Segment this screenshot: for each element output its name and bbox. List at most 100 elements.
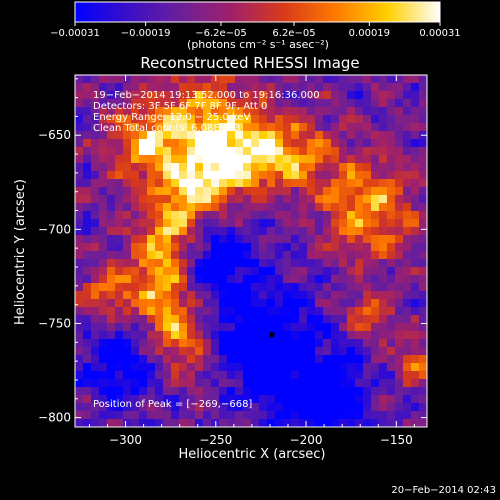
heatmap-cell bbox=[283, 395, 291, 403]
heatmap-cell bbox=[131, 379, 139, 387]
heatmap-cell bbox=[251, 171, 259, 179]
heatmap-cell bbox=[419, 107, 427, 115]
heatmap-cell bbox=[331, 363, 339, 371]
heatmap-cell bbox=[419, 355, 427, 363]
heatmap-cell bbox=[171, 395, 179, 403]
heatmap-cell bbox=[75, 139, 83, 147]
heatmap-cell bbox=[163, 371, 171, 379]
heatmap-cell bbox=[115, 139, 123, 147]
heatmap-cell bbox=[115, 147, 123, 155]
heatmap-cell bbox=[83, 363, 91, 371]
heatmap-cell bbox=[379, 331, 387, 339]
heatmap-cell bbox=[123, 275, 131, 283]
heatmap-cell bbox=[243, 211, 251, 219]
heatmap-cell bbox=[91, 243, 99, 251]
heatmap-cell bbox=[331, 243, 339, 251]
heatmap-cell bbox=[187, 323, 195, 331]
heatmap-cell bbox=[179, 99, 187, 107]
heatmap-cell bbox=[267, 371, 275, 379]
heatmap-cell bbox=[307, 379, 315, 387]
heatmap-cell bbox=[419, 91, 427, 99]
heatmap-cell bbox=[219, 331, 227, 339]
heatmap-cell bbox=[203, 315, 211, 323]
heatmap-cell bbox=[339, 291, 347, 299]
heatmap-cell bbox=[251, 411, 259, 419]
heatmap-cell bbox=[403, 91, 411, 99]
heatmap-cell bbox=[299, 75, 307, 83]
heatmap-cell bbox=[155, 395, 163, 403]
heatmap-cell bbox=[347, 251, 355, 259]
heatmap-cell bbox=[75, 219, 83, 227]
heatmap-cell bbox=[291, 131, 299, 139]
heatmap-cell bbox=[83, 379, 91, 387]
heatmap-cell bbox=[115, 395, 123, 403]
heatmap-cell bbox=[227, 323, 235, 331]
heatmap-cell bbox=[339, 83, 347, 91]
heatmap-cell bbox=[371, 235, 379, 243]
heatmap-cell bbox=[139, 355, 147, 363]
heatmap-cell bbox=[379, 387, 387, 395]
heatmap-cell bbox=[371, 379, 379, 387]
heatmap-cell bbox=[147, 419, 155, 427]
heatmap-cell bbox=[91, 83, 99, 91]
heatmap-cell bbox=[275, 75, 283, 83]
heatmap-cell bbox=[91, 419, 99, 427]
heatmap-cell bbox=[227, 203, 235, 211]
heatmap-cell bbox=[155, 147, 163, 155]
heatmap-cell bbox=[187, 83, 195, 91]
heatmap-cell bbox=[323, 195, 331, 203]
heatmap-cell bbox=[211, 155, 219, 163]
heatmap-cell bbox=[323, 163, 331, 171]
heatmap-cell bbox=[219, 315, 227, 323]
heatmap-cell bbox=[323, 139, 331, 147]
heatmap-cell bbox=[339, 395, 347, 403]
heatmap-cell bbox=[227, 243, 235, 251]
heatmap-cell bbox=[123, 411, 131, 419]
heatmap-cell bbox=[315, 275, 323, 283]
heatmap-cell bbox=[339, 307, 347, 315]
heatmap-cell bbox=[75, 243, 83, 251]
heatmap-cell bbox=[251, 419, 259, 427]
heatmap-cell bbox=[331, 395, 339, 403]
heatmap-cell bbox=[163, 355, 171, 363]
heatmap-cell bbox=[75, 163, 83, 171]
heatmap-cell bbox=[315, 299, 323, 307]
heatmap-cell bbox=[291, 275, 299, 283]
heatmap-cell bbox=[379, 283, 387, 291]
heatmap-cell bbox=[299, 211, 307, 219]
heatmap-cell bbox=[307, 395, 315, 403]
heatmap-cell bbox=[387, 171, 395, 179]
heatmap-cell bbox=[403, 331, 411, 339]
heatmap-cell bbox=[315, 403, 323, 411]
plot-frame bbox=[74, 74, 428, 428]
heatmap-cell bbox=[131, 155, 139, 163]
heatmap-cell bbox=[115, 379, 123, 387]
heatmap-cell bbox=[171, 211, 179, 219]
heatmap-cell bbox=[131, 339, 139, 347]
heatmap-cell bbox=[99, 307, 107, 315]
heatmap-cell bbox=[115, 411, 123, 419]
heatmap-cell bbox=[123, 283, 131, 291]
heatmap-cell bbox=[203, 179, 211, 187]
heatmap-cell bbox=[235, 355, 243, 363]
heatmap-cell bbox=[75, 251, 83, 259]
heatmap-cell bbox=[379, 131, 387, 139]
heatmap-cell bbox=[203, 259, 211, 267]
heatmap-cell bbox=[187, 139, 195, 147]
heatmap-cell bbox=[259, 227, 267, 235]
heatmap-cell bbox=[147, 83, 155, 91]
heatmap-cell bbox=[147, 139, 155, 147]
heatmap-cell bbox=[307, 363, 315, 371]
heatmap-cell bbox=[227, 75, 235, 83]
heatmap-cell bbox=[107, 203, 115, 211]
heatmap-cell bbox=[283, 291, 291, 299]
heatmap-cell bbox=[139, 395, 147, 403]
heatmap-cell bbox=[403, 115, 411, 123]
heatmap-cell bbox=[347, 75, 355, 83]
heatmap-cell bbox=[171, 155, 179, 163]
heatmap-cell bbox=[275, 147, 283, 155]
heatmap-cell bbox=[403, 235, 411, 243]
heatmap-cell bbox=[371, 267, 379, 275]
heatmap-cell bbox=[307, 203, 315, 211]
heatmap-cell bbox=[107, 219, 115, 227]
